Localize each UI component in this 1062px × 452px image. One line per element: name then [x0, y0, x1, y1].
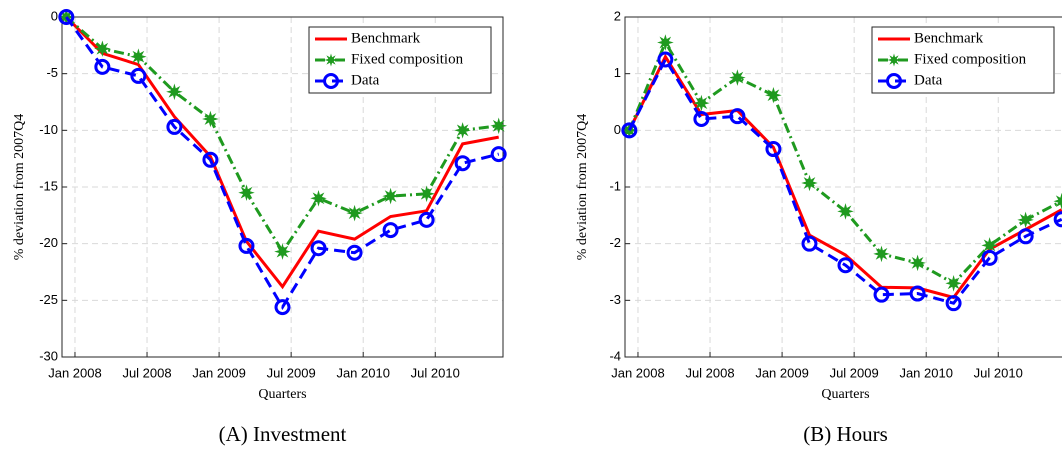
- point-marker: [274, 243, 291, 260]
- legend-label: Data: [914, 72, 943, 88]
- point-marker: [202, 110, 219, 128]
- point-marker: [765, 86, 782, 104]
- legend-label: Benchmark: [351, 30, 421, 46]
- y-axis-label: % deviation from 2007Q4: [12, 114, 27, 261]
- x-axis-label: Quarters: [258, 387, 306, 402]
- y-tick-label: -3: [609, 292, 621, 307]
- point-marker: [238, 184, 255, 201]
- subplot: -30 -25 -20 -15 -10 -5 0 Jan 2008 Jul 2008 Jan 20…: [12, 8, 507, 446]
- chart-caption: (A) Investment: [219, 422, 347, 446]
- y-tick-label: -10: [39, 122, 58, 137]
- series-line: [65, 16, 500, 311]
- y-tick-label: 0: [614, 122, 621, 137]
- point-marker: [1017, 211, 1034, 229]
- legend-marker: [886, 73, 902, 89]
- x-tick-label: Jul 2009: [830, 365, 879, 380]
- point-marker: [382, 187, 399, 205]
- legend-label: Benchmark: [914, 30, 984, 46]
- point-marker: [657, 51, 674, 68]
- y-axis-label: % deviation from 2007Q4: [575, 114, 590, 261]
- point-marker: [621, 122, 638, 139]
- point-marker: [166, 118, 183, 135]
- point-marker: [909, 285, 926, 302]
- point-marker: [729, 69, 746, 86]
- x-axis-label: Quarters: [821, 387, 869, 402]
- point-marker: [945, 275, 962, 292]
- point-marker: [729, 108, 746, 125]
- point-marker: [454, 155, 471, 172]
- x-tick-label: Jan 2009: [192, 365, 246, 380]
- point-marker: [837, 257, 854, 274]
- point-marker: [693, 111, 710, 127]
- legend-marker: [887, 53, 901, 67]
- y-tick-label: -30: [39, 348, 58, 363]
- y-tick-label: 2: [614, 8, 621, 23]
- x-tick-label: Jan 2010: [336, 365, 390, 380]
- point-marker: [1053, 192, 1062, 210]
- point-marker: [801, 174, 818, 192]
- y-tick-label: 1: [614, 65, 621, 80]
- x-tick-label: Jan 2008: [48, 365, 102, 380]
- point-marker: [418, 185, 435, 203]
- subplot: -4 -3 -2 -1 0 1 2 Jan 2008 Jul 2008 Jan 2009 Jul 2…: [575, 8, 1062, 446]
- point-marker: [58, 9, 75, 25]
- x-tick-label: Jul 2010: [974, 365, 1023, 380]
- y-tick-label: -2: [609, 235, 621, 250]
- point-marker: [346, 204, 363, 222]
- point-marker: [490, 146, 507, 163]
- point-marker: [909, 254, 926, 272]
- y-tick-label: -5: [46, 65, 58, 80]
- point-marker: [274, 299, 291, 316]
- point-marker: [346, 244, 363, 261]
- point-marker: [657, 34, 674, 51]
- point-marker: [238, 237, 255, 254]
- x-tick-label: Jan 2009: [755, 365, 809, 380]
- series-line: [627, 56, 1062, 305]
- y-tick-label: -25: [39, 292, 58, 307]
- x-tick-label: Jan 2010: [899, 365, 953, 380]
- point-marker: [94, 40, 111, 57]
- legend-marker: [324, 53, 338, 67]
- point-marker: [94, 58, 111, 75]
- point-marker: [382, 222, 399, 239]
- y-tick-label: -4: [609, 348, 621, 363]
- point-marker: [765, 141, 782, 158]
- x-tick-label: Jul 2008: [685, 365, 734, 380]
- point-marker: [945, 295, 962, 312]
- axes-box: [61, 16, 504, 358]
- point-marker: [166, 83, 183, 101]
- point-marker: [490, 117, 507, 135]
- y-tick-label: -20: [39, 235, 58, 250]
- point-marker: [130, 48, 147, 65]
- point-marker: [981, 249, 998, 266]
- point-marker: [130, 67, 147, 84]
- x-tick-label: Jul 2008: [122, 365, 171, 380]
- point-marker: [1017, 228, 1034, 245]
- legend-label: Fixed composition: [914, 51, 1027, 67]
- axes-box: [624, 16, 1062, 358]
- y-tick-label: -1: [609, 178, 621, 193]
- point-marker: [310, 190, 327, 207]
- point-marker: [418, 211, 435, 228]
- point-marker: [873, 286, 890, 303]
- x-tick-label: Jan 2008: [611, 365, 665, 380]
- legend-label: Fixed composition: [351, 51, 464, 67]
- x-tick-label: Jul 2010: [411, 365, 460, 380]
- point-marker: [202, 151, 219, 168]
- chart-caption: (B) Hours: [803, 422, 888, 446]
- x-tick-label: Jul 2009: [267, 365, 316, 380]
- point-marker: [454, 122, 471, 139]
- point-marker: [693, 94, 710, 112]
- y-tick-label: -15: [39, 178, 58, 193]
- point-marker: [310, 240, 327, 257]
- point-marker: [801, 235, 818, 252]
- point-marker: [837, 203, 854, 220]
- point-marker: [873, 245, 890, 263]
- legend-marker: [323, 73, 339, 89]
- legend-label: Data: [351, 72, 380, 88]
- y-tick-label: 0: [51, 8, 58, 23]
